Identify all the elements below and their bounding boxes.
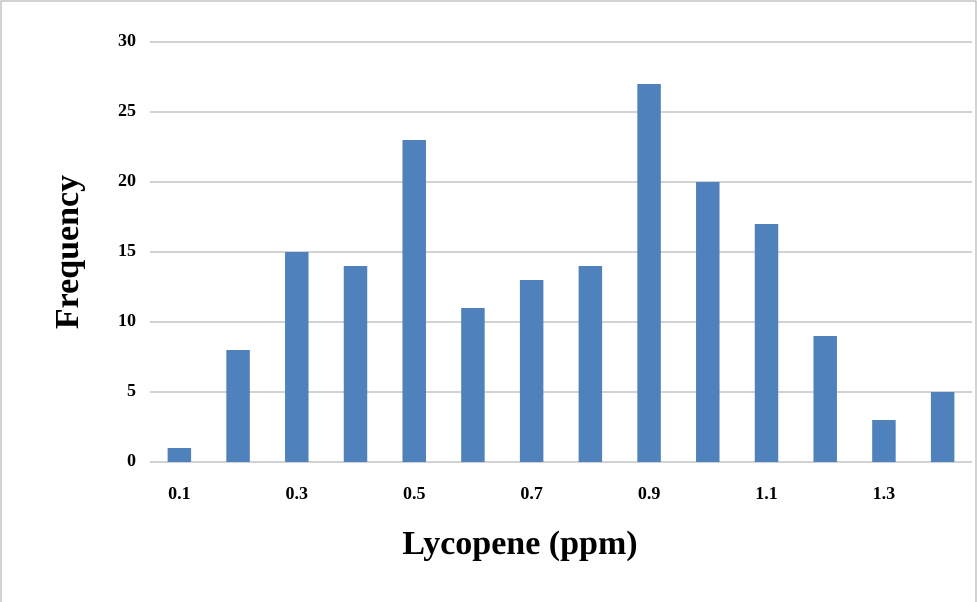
y-tick-label: 10 bbox=[118, 310, 136, 330]
bar bbox=[461, 308, 485, 462]
bar bbox=[343, 266, 368, 462]
y-tick-label: 25 bbox=[118, 100, 136, 120]
bar bbox=[930, 392, 955, 462]
x-tick-label: 1.1 bbox=[755, 483, 778, 503]
x-tick-label: 0.3 bbox=[286, 483, 309, 503]
bar bbox=[285, 252, 309, 462]
bar bbox=[578, 266, 603, 462]
y-tick-label: 5 bbox=[127, 380, 136, 400]
y-axis-title: Frequency bbox=[49, 175, 86, 329]
bar bbox=[637, 84, 661, 462]
x-tick-label: 0.1 bbox=[168, 483, 191, 503]
bar bbox=[754, 224, 779, 462]
x-tick-label: 0.5 bbox=[403, 483, 426, 503]
bar bbox=[696, 182, 720, 462]
bar bbox=[167, 448, 192, 462]
bar bbox=[813, 336, 837, 462]
x-tick-label: 0.9 bbox=[638, 483, 661, 503]
bar bbox=[519, 280, 544, 462]
x-tick-label: 0.7 bbox=[520, 483, 543, 503]
y-tick-label: 30 bbox=[118, 30, 136, 50]
y-tick-label: 0 bbox=[127, 450, 136, 470]
y-tick-label: 15 bbox=[118, 240, 136, 260]
bar bbox=[402, 140, 426, 462]
bar bbox=[872, 420, 896, 462]
bar bbox=[226, 350, 250, 462]
x-tick-label: 1.3 bbox=[873, 483, 896, 503]
x-axis-title: Lycopene (ppm) bbox=[402, 525, 637, 562]
y-tick-label: 20 bbox=[118, 170, 136, 190]
